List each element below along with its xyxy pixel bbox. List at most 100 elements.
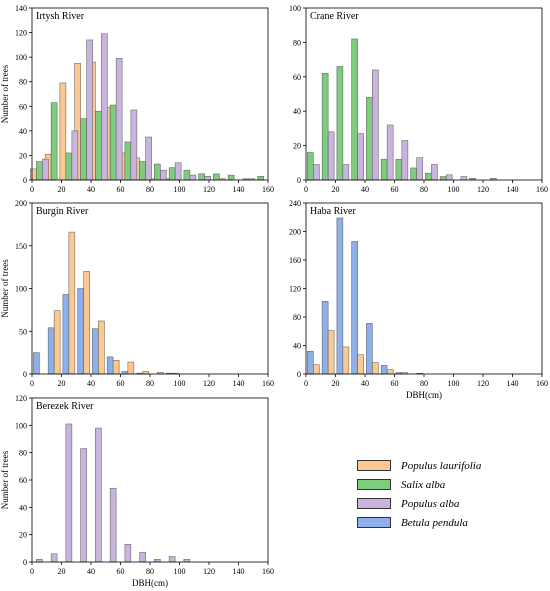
y-axis-label: Number of trees [0, 450, 10, 509]
y-tick-label: 150 [15, 242, 27, 251]
y-axis-label: Number of trees [0, 259, 10, 318]
legend-item-populus-alba: Populus alba [357, 496, 532, 511]
bar [71, 130, 79, 181]
bar [342, 346, 350, 375]
bar [127, 361, 135, 375]
y-tick-label: 120 [289, 285, 301, 294]
y-tick-label: 200 [289, 228, 301, 237]
y-axis-label: Number of trees [0, 64, 10, 123]
bar [351, 38, 358, 181]
bar [109, 487, 117, 563]
bar [92, 328, 99, 375]
legend-label: Salix alba [401, 478, 446, 491]
panel-title: Crane River [310, 11, 359, 22]
bar [124, 141, 132, 181]
bar [357, 133, 364, 181]
x-tick-label: 0 [30, 185, 34, 194]
bar [86, 39, 93, 181]
panel-title: Burgin River [36, 206, 89, 217]
bar [386, 369, 394, 375]
bar [62, 294, 70, 375]
bar [115, 58, 123, 181]
bar [42, 158, 49, 181]
x-tick-label: 160 [262, 185, 274, 194]
bar [124, 543, 132, 563]
x-tick-label: 140 [233, 185, 245, 194]
y-tick-label: 40 [19, 127, 27, 136]
bar [68, 231, 76, 375]
bar [410, 167, 417, 181]
x-tick-label: 80 [420, 379, 428, 388]
y-tick-label: 0 [23, 370, 27, 379]
bar [36, 161, 43, 181]
legend-label: Populus alba [401, 497, 460, 510]
x-tick-label: 120 [477, 185, 489, 194]
y-tick-label: 20 [19, 151, 27, 160]
legend-swatch-populus-alba [357, 498, 391, 509]
bar [227, 174, 235, 181]
x-axis-label: DBH(cm) [132, 578, 168, 588]
bar [460, 176, 468, 181]
x-tick-label: 100 [448, 185, 460, 194]
y-tick-label: 60 [293, 73, 301, 82]
x-tick-label: 20 [58, 379, 66, 388]
bar [65, 152, 73, 181]
bar [145, 136, 152, 181]
bar [112, 360, 120, 375]
bar [321, 301, 329, 375]
bar [336, 66, 344, 181]
bar [77, 288, 84, 375]
bar [380, 159, 388, 181]
bar [106, 356, 114, 375]
bar [307, 350, 314, 375]
bar [189, 174, 197, 181]
y-tick-label: 100 [289, 4, 301, 13]
y-tick-label: 60 [19, 102, 27, 111]
bar [95, 427, 102, 563]
x-tick-label: 80 [420, 185, 428, 194]
legend-swatch-salix-alba [357, 479, 391, 490]
x-tick-label: 140 [233, 379, 245, 388]
x-tick-label: 100 [174, 379, 186, 388]
bar [257, 176, 264, 181]
x-tick-label: 40 [87, 185, 95, 194]
bar [357, 354, 364, 375]
y-tick-label: 80 [19, 449, 27, 458]
legend-label: Betula pendula [401, 516, 468, 529]
bar [80, 448, 87, 563]
x-tick-label: 80 [146, 379, 154, 388]
y-tick-label: 0 [297, 370, 301, 379]
y-tick-label: 80 [293, 38, 301, 47]
bar [366, 323, 373, 375]
x-tick-label: 60 [117, 379, 125, 388]
x-tick-label: 60 [391, 379, 399, 388]
x-tick-label: 20 [58, 567, 66, 576]
x-tick-label: 160 [262, 379, 274, 388]
legend-label: Populus laurifolia [401, 459, 482, 472]
legend-item-populus-laurifolia: Populus laurifolia [357, 458, 532, 473]
bar [386, 124, 394, 181]
bar [168, 556, 176, 563]
bar [395, 159, 403, 181]
bar [59, 82, 67, 181]
x-tick-label: 40 [87, 567, 95, 576]
x-tick-label: 140 [507, 185, 519, 194]
y-tick-label: 40 [293, 107, 301, 116]
x-tick-label: 20 [332, 379, 340, 388]
y-tick-label: 100 [15, 421, 27, 430]
x-tick-label: 40 [87, 379, 95, 388]
bar [416, 157, 423, 181]
bar [83, 271, 90, 375]
x-tick-label: 60 [117, 185, 125, 194]
panel-title: Haba River [310, 206, 356, 217]
y-tick-label: 80 [293, 313, 301, 322]
x-tick-label: 100 [174, 567, 186, 576]
y-tick-label: 120 [15, 394, 27, 403]
x-tick-label: 20 [332, 185, 340, 194]
x-tick-label: 140 [507, 379, 519, 388]
y-tick-label: 160 [289, 256, 301, 265]
bar [372, 69, 379, 181]
bar [154, 163, 161, 181]
bar [327, 131, 335, 181]
